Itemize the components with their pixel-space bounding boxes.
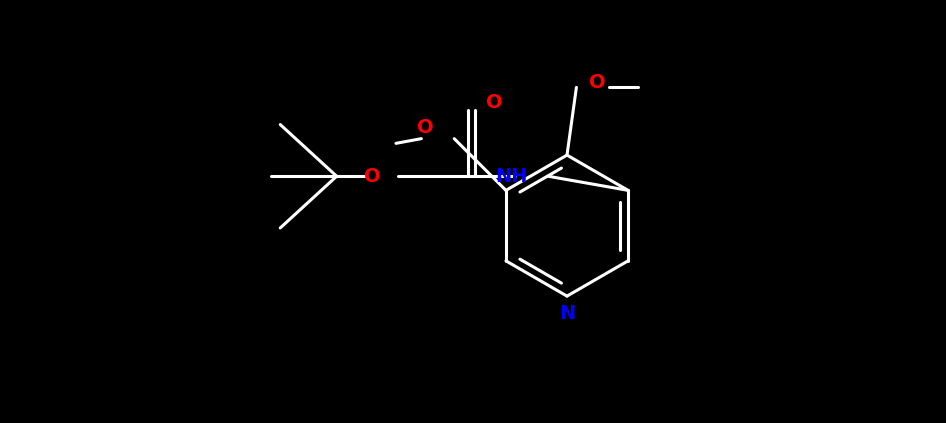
Text: O: O [588,73,605,92]
Text: N: N [559,304,575,322]
Text: O: O [486,93,503,113]
Text: O: O [417,118,433,137]
Text: O: O [364,167,381,186]
Text: NH: NH [495,167,528,186]
